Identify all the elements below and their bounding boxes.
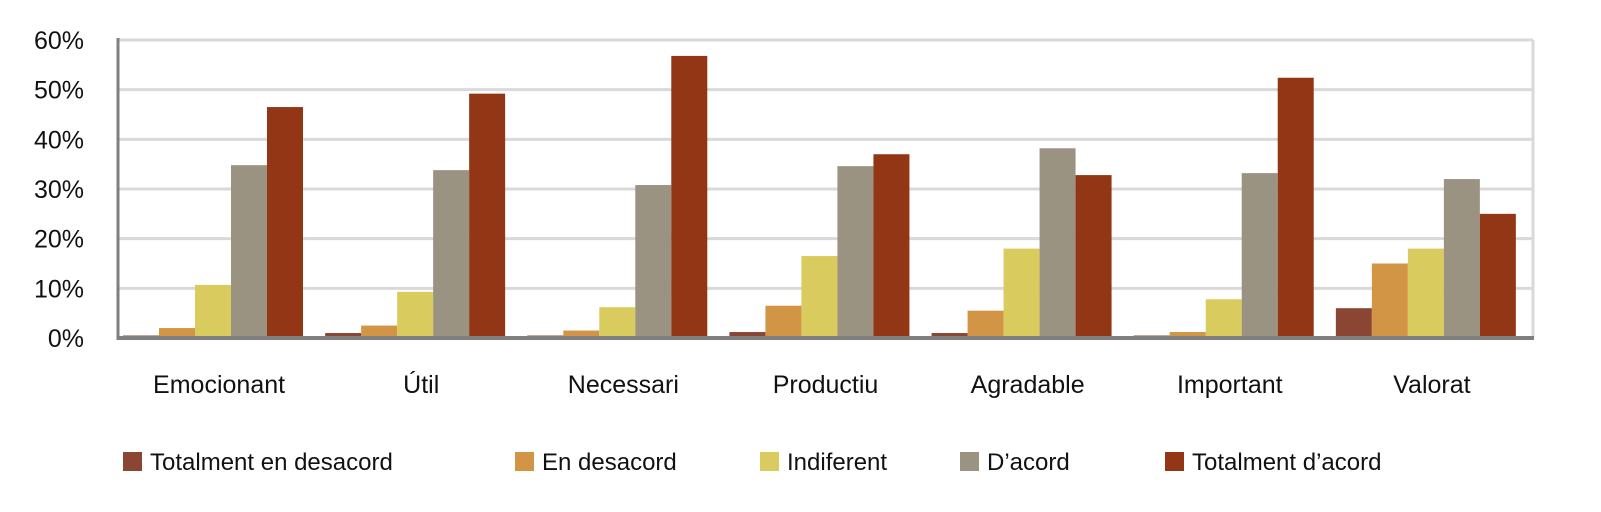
bar (469, 93, 506, 338)
legend-swatch (515, 452, 534, 471)
category-label: Important (1177, 371, 1283, 399)
bar (599, 307, 636, 338)
legend-label: Totalment d’acord (1192, 449, 1381, 476)
category-label: Productiu (773, 371, 879, 399)
bar (563, 330, 600, 338)
bar (837, 166, 874, 338)
bar (325, 333, 362, 338)
legend-swatch (760, 452, 779, 471)
category-label: Útil (403, 370, 439, 399)
legend-label: Indiferent (787, 449, 887, 476)
category-label: Valorat (1393, 371, 1470, 399)
y-tick-label: 30% (34, 176, 84, 204)
axes (116, 38, 1534, 340)
legend-swatch (1165, 452, 1184, 471)
legend-swatch (960, 452, 979, 471)
bar (801, 256, 838, 338)
bar (1335, 308, 1372, 338)
legend-label: D’acord (987, 449, 1070, 476)
legend: Totalment en desacord En desacord Indifere… (123, 449, 1381, 476)
bar (635, 185, 672, 338)
bar (1443, 179, 1480, 338)
bar (433, 170, 470, 338)
bar (1479, 213, 1516, 338)
bar (1407, 248, 1444, 338)
category-label: Agradable (971, 371, 1085, 399)
category-label: Emocionant (153, 371, 285, 399)
bar (231, 165, 267, 338)
y-tick-label: 50% (34, 77, 84, 105)
bar (1075, 175, 1112, 338)
bar (1205, 299, 1242, 338)
bar (1003, 248, 1040, 338)
y-tick-labels: 0% 10% 20% 30% 40% 50% 60% (34, 27, 84, 353)
bar (1039, 148, 1076, 338)
y-tick-label: 60% (34, 27, 84, 55)
bar (1241, 173, 1278, 338)
category-labels: Emocionant Útil Necessari Productiu Agradabl… (153, 370, 1471, 399)
bar (1277, 77, 1314, 338)
y-tick-label: 10% (34, 275, 84, 303)
bar (159, 328, 195, 338)
category-label: Necessari (568, 371, 679, 399)
bar (931, 333, 968, 338)
bar (1371, 263, 1408, 338)
legend-label: Totalment en desacord (150, 449, 393, 476)
bar (1169, 332, 1206, 338)
bar (361, 325, 398, 338)
bar (765, 305, 802, 338)
legend-swatch (123, 452, 142, 471)
legend-label: En desacord (542, 449, 677, 476)
y-tick-label: 40% (34, 126, 84, 154)
bar (397, 291, 434, 338)
bar (967, 310, 1004, 338)
y-tick-label: 20% (34, 226, 84, 254)
y-tick-label: 0% (48, 325, 84, 353)
bar (729, 332, 766, 338)
bar (195, 284, 231, 338)
bars (123, 55, 1516, 338)
bar (671, 55, 708, 338)
bar (873, 154, 910, 338)
bar (267, 107, 303, 338)
